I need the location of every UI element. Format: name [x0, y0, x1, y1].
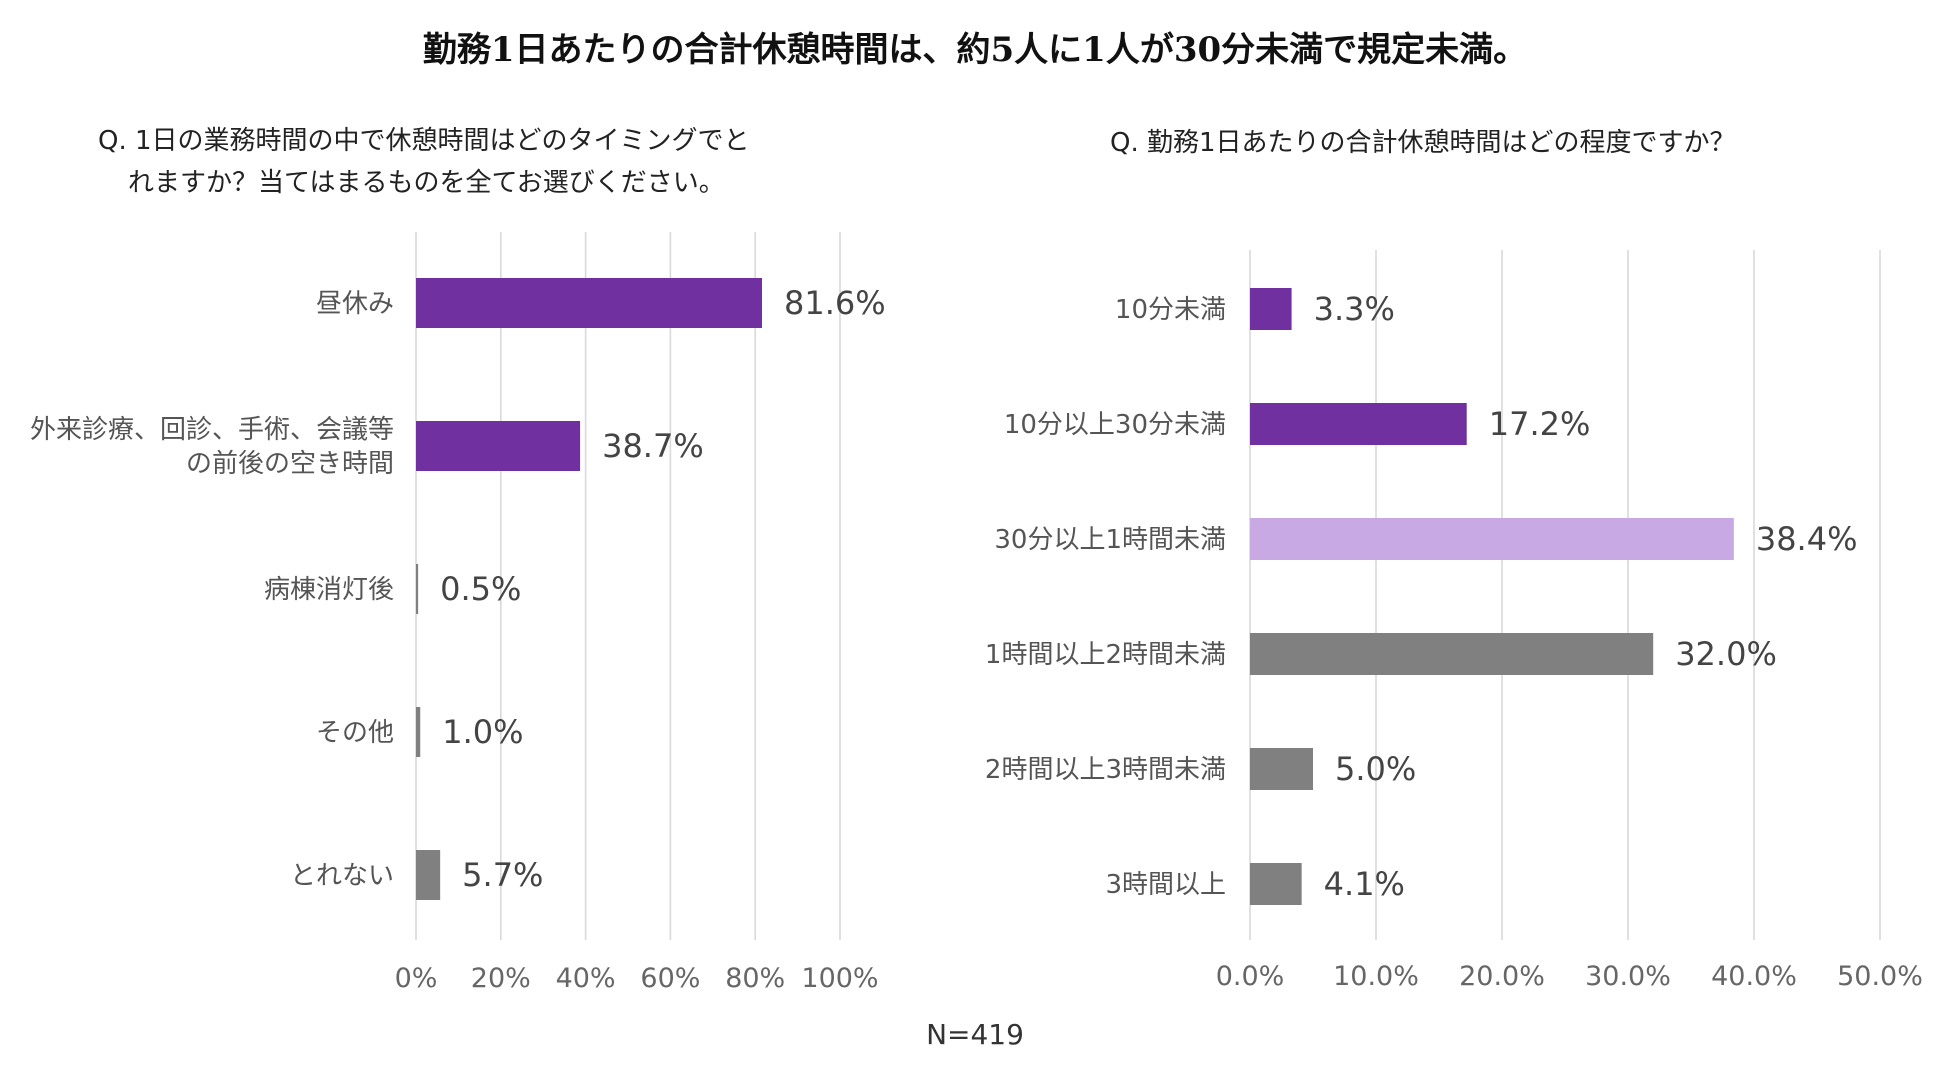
main-title: 勤務1日あたりの合計休憩時間は、約5人に1人が30分未満で規定未満。 [422, 30, 1528, 70]
left-value-label: 5.7% [462, 856, 543, 894]
right-tick-label: 0.0% [1216, 961, 1285, 992]
sample-size-label: N=419 [926, 1018, 1024, 1051]
right-tick-label: 10.0% [1333, 961, 1419, 992]
left-category-label: 外来診療、回診、手術、会議等 [30, 415, 394, 445]
left-question-line2: れますか？当てはまるものを全てお選びください。 [128, 168, 725, 198]
right-value-label: 17.2% [1489, 405, 1591, 443]
right-value-label: 3.3% [1314, 290, 1395, 328]
left-value-label: 81.6% [784, 284, 886, 322]
right-value-label: 32.0% [1675, 635, 1777, 673]
right-category-label: 30分以上1時間未満 [994, 525, 1226, 555]
left-value-label: 0.5% [440, 570, 521, 608]
right-category-label: 3時間以上 [1105, 870, 1226, 900]
left-bar [416, 564, 419, 614]
right-tick-label: 20.0% [1459, 961, 1545, 992]
right-question-title: Q. 勤務1日あたりの合計休憩時間はどの程度ですか？ [1110, 122, 1870, 164]
left-tick-label: 40% [556, 963, 616, 994]
right-value-label: 4.1% [1324, 865, 1405, 903]
right-bar [1250, 288, 1292, 330]
left-value-label: 38.7% [602, 427, 704, 465]
left-category-label: とれない [290, 861, 394, 891]
right-bar [1250, 403, 1467, 445]
left-tick-label: 100% [801, 963, 878, 994]
left-tick-label: 0% [395, 963, 438, 994]
right-category-label: 10分以上30分未満 [1004, 410, 1226, 440]
right-bar [1250, 518, 1734, 560]
left-tick-label: 80% [725, 963, 785, 994]
left-bar [416, 278, 762, 328]
left-category-label: 病棟消灯後 [264, 575, 394, 605]
right-value-label: 38.4% [1756, 520, 1858, 558]
left-question-title: Q. 1日の業務時間の中で休憩時間はどのタイミングでと れますか？当てはまるもの… [98, 120, 818, 204]
right-tick-label: 30.0% [1585, 961, 1671, 992]
right-category-label: 1時間以上2時間未満 [985, 640, 1226, 670]
left-category-label: の前後の空き時間 [186, 449, 394, 479]
left-category-label: 昼休み [316, 289, 394, 319]
right-question-line1: Q. 勤務1日あたりの合計休憩時間はどの程度ですか？ [1110, 128, 1736, 158]
right-tick-label: 50.0% [1837, 961, 1923, 992]
left-tick-label: 20% [471, 963, 531, 994]
right-bar [1250, 863, 1302, 905]
right-value-label: 5.0% [1335, 750, 1416, 788]
left-category-label: その他 [316, 718, 394, 748]
left-question-line1: Q. 1日の業務時間の中で休憩時間はどのタイミングでと [98, 126, 750, 156]
left-tick-label: 60% [640, 963, 700, 994]
left-bar [416, 850, 441, 900]
left-value-label: 1.0% [442, 713, 523, 751]
right-tick-label: 40.0% [1711, 961, 1797, 992]
right-bar [1250, 633, 1654, 675]
left-bar [416, 707, 421, 757]
right-category-label: 10分未満 [1115, 295, 1226, 325]
left-bar [416, 421, 581, 471]
right-category-label: 2時間以上3時間未満 [985, 755, 1226, 785]
right-bar [1250, 748, 1313, 790]
